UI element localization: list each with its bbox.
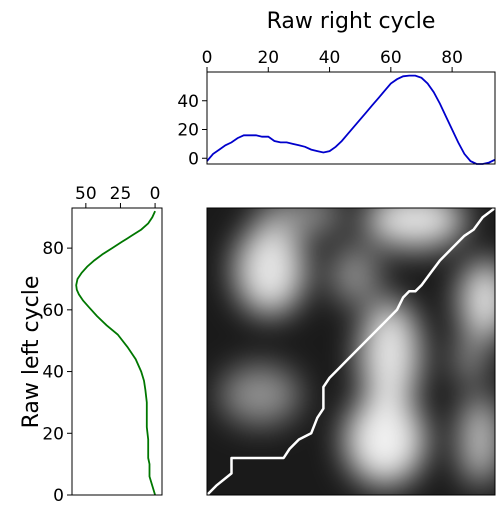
left-y-ticks: 0 20 40 60 80 [42,239,72,506]
left-y-tick-label: 0 [53,486,64,506]
top-x-tick-label: 80 [441,48,463,68]
left-panel: Raw left cycle 50 25 0 0 20 40 60 80 [19,184,163,506]
left-series-line [75,210,156,496]
warping-path [206,207,496,496]
left-x-tick-label: 0 [150,184,161,204]
cost-heatmap [207,208,495,495]
top-x-ticks: 0 20 40 60 80 [202,48,463,72]
left-x-ticks: 50 25 0 [75,184,160,208]
left-y-tick-label: 40 [42,363,64,383]
main-panel [206,207,496,496]
left-y-tick-label: 20 [42,424,64,444]
top-series-line [206,74,496,165]
left-panel-frame [71,207,163,496]
main-panel-frame [206,207,496,496]
top-panel: Raw right cycle 0 20 40 60 80 0 20 40 [177,9,496,169]
top-y-ticks: 0 20 40 [177,92,207,169]
top-x-tick-label: 0 [202,48,213,68]
top-y-tick-label: 20 [177,121,199,141]
top-x-tick-label: 40 [319,48,341,68]
top-x-axis-title: Raw right cycle [267,9,436,34]
left-y-axis-title: Raw left cycle [19,276,44,429]
top-panel-frame [206,71,496,165]
left-y-tick-label: 60 [42,301,64,321]
left-x-tick-label: 25 [110,184,132,204]
top-x-tick-label: 20 [257,48,279,68]
top-y-tick-label: 0 [188,149,199,169]
left-x-tick-label: 50 [75,184,97,204]
top-y-tick-label: 40 [177,92,199,112]
top-x-tick-label: 60 [380,48,402,68]
left-y-tick-label: 80 [42,239,64,259]
